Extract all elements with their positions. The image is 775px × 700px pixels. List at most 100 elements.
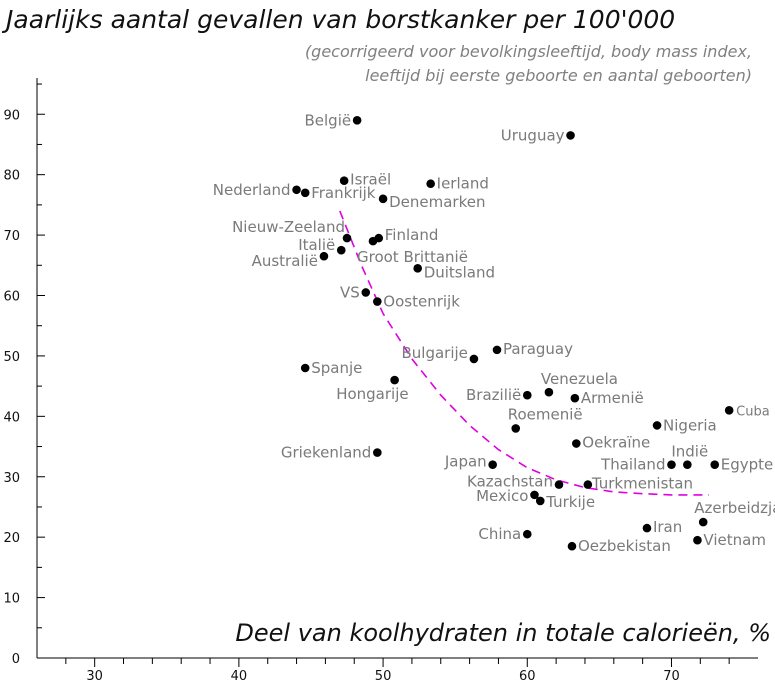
- y-tick-label: 20: [3, 531, 20, 546]
- data-point: [522, 390, 532, 400]
- y-tick-label: 50: [3, 350, 20, 365]
- data-point: [642, 523, 652, 533]
- data-point: [469, 354, 479, 364]
- data-point-label: Uruguay: [501, 126, 565, 144]
- data-point-label: Israël: [350, 171, 391, 189]
- data-point-label: Nigeria: [663, 416, 717, 434]
- data-point-label: België: [305, 111, 352, 129]
- data-point: [339, 176, 349, 186]
- data-point: [300, 188, 310, 198]
- data-point-label: Oekraïne: [582, 434, 650, 452]
- y-tick-label: 30: [3, 471, 20, 486]
- data-point-label: Cuba: [736, 404, 770, 419]
- data-point: [361, 288, 371, 297]
- data-point-label: Turkmenistan: [591, 475, 693, 493]
- data-point: [426, 179, 435, 189]
- y-tick-label: 70: [3, 229, 20, 244]
- data-point: [319, 251, 329, 261]
- data-point: [724, 405, 734, 415]
- y-tick-label: 80: [3, 169, 20, 184]
- data-point-label: Venezuela: [541, 370, 618, 388]
- axes: 0 10 20 30 40 50 60 70 80 90 30 40 50 60 70: [3, 78, 758, 684]
- data-point: [488, 460, 497, 469]
- data-point-label: Denemarken: [389, 193, 485, 211]
- data-point: [544, 387, 554, 397]
- data-point: [693, 535, 702, 545]
- data-point: [352, 115, 362, 125]
- data-point-label: Thailand: [600, 456, 665, 474]
- data-point: [390, 375, 399, 385]
- data-point: [567, 541, 577, 551]
- data-point: [368, 236, 378, 246]
- data-point-label: Frankrijk: [311, 184, 376, 202]
- x-tick-label: 40: [231, 669, 248, 684]
- data-point-label: Turkije: [545, 493, 595, 511]
- data-point-label: Egypte: [721, 456, 774, 474]
- chart-title: Jaarlijks aantal gevallen van borstkanke…: [1, 5, 675, 34]
- data-point: [300, 363, 310, 373]
- data-point-label: Azerbeidzjan: [694, 499, 775, 517]
- x-tick-label: 50: [375, 669, 392, 684]
- data-point-label: Oezbekistan: [578, 537, 671, 555]
- data-point-label: Italië: [298, 236, 335, 254]
- data-point-label: Armenië: [581, 389, 644, 407]
- data-point-label: Indië: [671, 443, 708, 461]
- data-point-label: Finland: [385, 226, 439, 244]
- data-point: [698, 517, 708, 527]
- data-point: [566, 131, 575, 140]
- y-tick-label: 0: [12, 652, 20, 667]
- data-point-label: VS: [340, 283, 360, 301]
- y-tick-label: 40: [3, 410, 20, 425]
- data-point: [683, 460, 692, 469]
- data-point-label: Roemenië: [508, 405, 583, 423]
- y-tick-label: 10: [3, 592, 20, 607]
- data-point-label: Oostenrijk: [383, 293, 460, 311]
- data-point: [570, 393, 580, 403]
- data-point: [413, 264, 422, 273]
- data-point-label: Australië: [252, 252, 318, 270]
- data-point: [292, 185, 301, 195]
- data-point: [492, 345, 502, 355]
- data-point-label: Nieuw-Zeeland: [232, 218, 345, 236]
- data-point: [373, 297, 382, 306]
- data-point: [572, 439, 581, 448]
- x-tick-label: 60: [519, 669, 536, 684]
- data-point-label: Kazachstan: [467, 473, 553, 491]
- data-point: [667, 460, 676, 469]
- data-point: [535, 496, 545, 506]
- data-point: [710, 460, 720, 469]
- data-point-label: Nederland: [213, 181, 291, 199]
- data-point: [336, 245, 346, 255]
- x-tick-label: 70: [663, 669, 680, 684]
- data-point-label: Japan: [444, 453, 487, 471]
- data-point: [522, 529, 532, 539]
- trend-line: [339, 210, 709, 496]
- data-point-label: Duitsland: [424, 263, 495, 281]
- data-point-label: Spanje: [311, 359, 362, 377]
- data-point-label: Groot Brittanië: [357, 248, 468, 266]
- data-point: [554, 480, 564, 489]
- x-tick-label: 30: [86, 669, 103, 684]
- data-point-label: Griekenland: [281, 444, 371, 462]
- data-point-label: Vietnam: [703, 531, 766, 549]
- chart-subtitle-line-2: leeftijd bij eerste geboorte en aantal g…: [365, 66, 752, 85]
- data-point-label: Paraguay: [503, 340, 573, 358]
- data-point-label: Ierland: [437, 175, 489, 193]
- x-axis-label: Deel van koolhydraten in totale calorieë…: [235, 619, 771, 647]
- y-tick-label: 90: [3, 108, 20, 123]
- data-point-label: Hongarije: [336, 385, 408, 403]
- data-point: [373, 448, 382, 457]
- data-point-label: China: [478, 525, 521, 543]
- y-tick-label: 60: [3, 290, 20, 305]
- data-point: [652, 421, 662, 430]
- data-point: [530, 490, 539, 500]
- data-point-label: Brazilië: [466, 386, 521, 404]
- data-point: [583, 480, 593, 489]
- data-point: [378, 194, 388, 204]
- data-point-label: Iran: [653, 518, 682, 536]
- data-point-label: Bulgarije: [402, 344, 468, 362]
- data-point: [342, 233, 352, 243]
